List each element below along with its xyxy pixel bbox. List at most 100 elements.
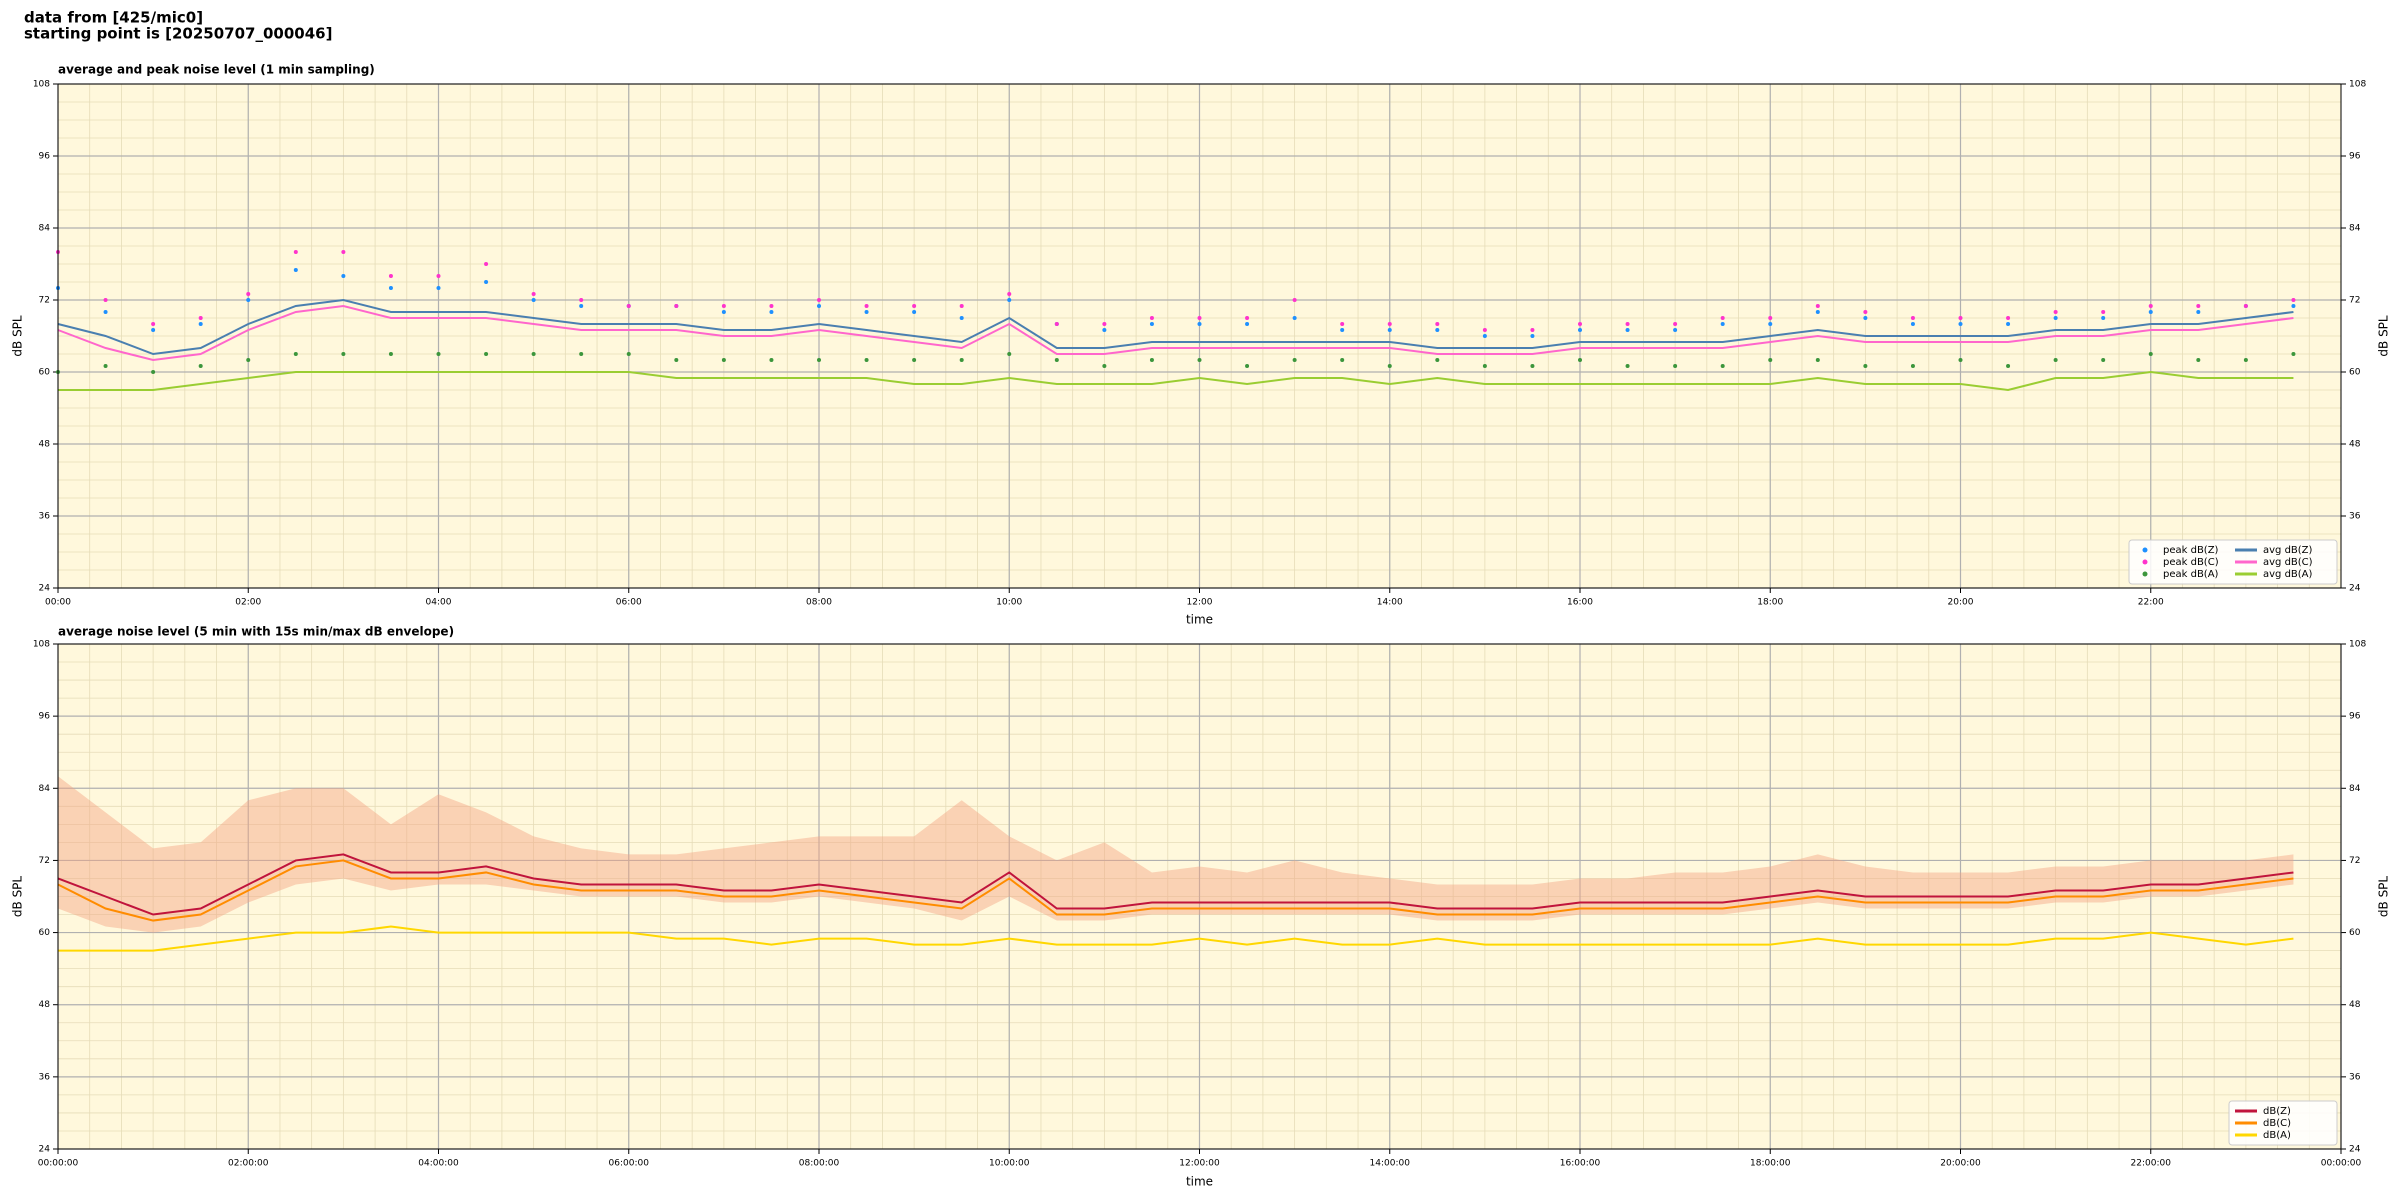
chart-title: average and peak noise level (1 min samp…: [58, 63, 375, 77]
legend-marker: [2142, 547, 2148, 553]
y2-tick-label: 60: [2349, 368, 2361, 378]
peak-point: [1340, 322, 1345, 326]
x-tick-label: 02:00: [235, 598, 261, 608]
peak-point: [2148, 310, 2153, 314]
peak-point: [1007, 352, 1012, 356]
peak-point: [484, 280, 489, 284]
peak-point: [2053, 316, 2058, 320]
x-tick-label: 10:00: [996, 598, 1022, 608]
legend-label: avg dB(C): [2263, 557, 2313, 568]
peak-point: [2148, 304, 2153, 308]
peak-point: [1245, 316, 1250, 320]
y2-tick-label: 72: [2349, 856, 2360, 866]
x-tick-label: 06:00: [616, 598, 642, 608]
peak-point: [293, 352, 298, 356]
legend-box: [2128, 539, 2338, 585]
legend-marker: [2142, 571, 2148, 577]
peak-point: [198, 322, 203, 326]
chart: 24 24 36 36 48 48 60 60 72 72 84 84 96 96 108 108 00:00 0…: [11, 63, 2391, 627]
y2-tick-label: 48: [2349, 440, 2361, 450]
x-axis-label: time: [1186, 1175, 1213, 1189]
peak-point: [2291, 352, 2296, 356]
peak-point: [2291, 298, 2296, 302]
peak-point: [2053, 358, 2058, 362]
peak-point: [2196, 304, 2201, 308]
peak-point: [2148, 352, 2153, 356]
y-tick-label: 96: [39, 712, 51, 722]
legend-label: avg dB(A): [2263, 569, 2313, 580]
peak-point: [674, 358, 679, 362]
peak-point: [436, 274, 441, 278]
peak-point: [484, 352, 489, 356]
y-tick-label: 108: [33, 80, 50, 90]
legend-label: dB(A): [2263, 1130, 2291, 1141]
peak-point: [769, 304, 774, 308]
peak-point: [531, 352, 536, 356]
peak-point: [579, 304, 584, 308]
peak-point: [1197, 322, 1202, 326]
peak-point: [198, 316, 203, 320]
peak-point: [1625, 364, 1630, 368]
peak-point: [436, 286, 441, 290]
legend-label: avg dB(Z): [2263, 545, 2313, 556]
peak-point: [1102, 364, 1107, 368]
peak-point: [2196, 310, 2201, 314]
y2-tick-label: 84: [2349, 224, 2361, 234]
y-tick-label: 48: [39, 1000, 51, 1010]
series-line: [57, 859, 2294, 922]
peak-point: [2101, 358, 2106, 362]
peak-point: [817, 298, 821, 302]
peak-point: [246, 358, 251, 362]
peak-point: [1720, 316, 1725, 320]
y2-tick-label: 108: [2349, 80, 2366, 90]
peak-point: [1673, 322, 1678, 326]
peak-point: [2101, 310, 2106, 314]
x-tick-label: 08:00:00: [799, 1159, 840, 1169]
peak-point: [1197, 358, 1202, 362]
peak-point: [769, 310, 774, 314]
peak-point: [1530, 364, 1535, 368]
peak-point: [1387, 328, 1392, 332]
x-tick-label: 10:00:00: [989, 1159, 1030, 1169]
peak-point: [1530, 334, 1535, 338]
peak-point: [1054, 322, 1059, 326]
peak-point: [293, 268, 298, 272]
peak-point: [1720, 322, 1725, 326]
x-tick-label: 00:00:00: [2321, 1159, 2362, 1169]
peak-point: [1625, 328, 1630, 332]
x-tick-label: 00:00:00: [38, 1159, 79, 1169]
peak-point: [151, 370, 156, 374]
series-line: [57, 298, 2294, 356]
peak-point: [2196, 358, 2201, 362]
peak-point: [531, 292, 536, 296]
peak-point: [1007, 298, 1012, 302]
legend-label: peak dB(C): [2163, 557, 2219, 568]
peak-point: [1530, 328, 1535, 332]
x-tick-label: 18:00: [1757, 598, 1783, 608]
peak-point: [2006, 322, 2011, 326]
plot-frame: [57, 643, 2342, 1150]
y-tick-label: 84: [39, 784, 51, 794]
peak-point: [2006, 316, 2011, 320]
series-line: [57, 304, 2294, 362]
peak-point: [721, 358, 726, 362]
peak-point: [484, 262, 489, 266]
peak-point: [769, 358, 774, 362]
peak-point: [912, 310, 917, 314]
y2-tick-label: 60: [2349, 928, 2361, 938]
chart-title: average noise level (5 min with 15s min/…: [58, 625, 454, 639]
peak-point: [626, 352, 631, 356]
plot-frame: [57, 83, 2342, 589]
peak-point: [1387, 364, 1392, 368]
peak-point: [912, 358, 917, 362]
peak-point: [1768, 322, 1773, 326]
series-line: [58, 370, 2294, 392]
peak-point: [103, 310, 108, 314]
peak-point: [1387, 322, 1392, 326]
peak-point: [1815, 304, 1820, 308]
peak-point: [864, 358, 869, 362]
peak-point: [341, 274, 346, 278]
peak-point: [1910, 364, 1915, 368]
peak-point: [1245, 364, 1250, 368]
y-axis-label: dB SPL: [11, 876, 25, 918]
